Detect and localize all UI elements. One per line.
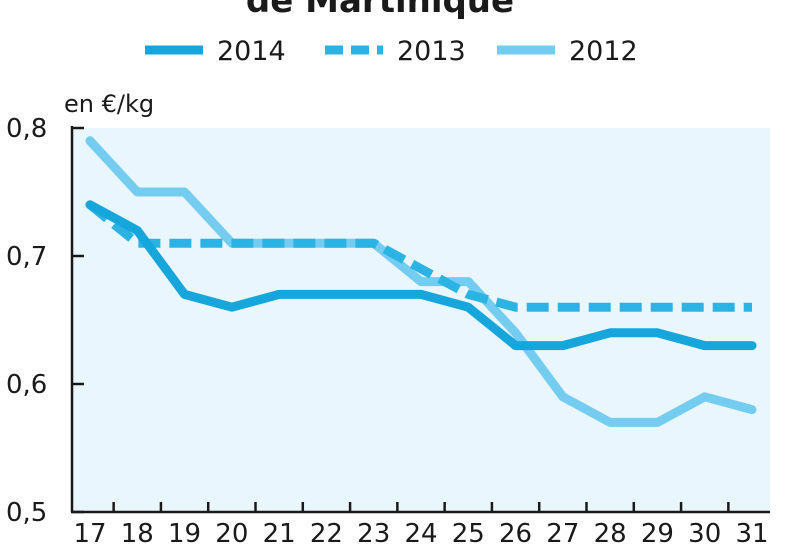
x-tick-label: 27 xyxy=(546,519,579,549)
plot-area xyxy=(72,128,770,512)
legend-label-2014: 2014 xyxy=(217,36,286,67)
x-tick-label: 19 xyxy=(168,519,201,549)
legend-label-2013: 2013 xyxy=(397,36,466,67)
y-tick-label: 0,5 xyxy=(6,498,47,528)
x-tick-label: 20 xyxy=(215,519,248,549)
series-line-2012 xyxy=(85,136,757,427)
x-tick-label: 22 xyxy=(310,519,343,549)
series-line-2014 xyxy=(85,200,757,351)
x-tick-label: 18 xyxy=(121,519,154,549)
y-tick-label: 0,7 xyxy=(6,242,47,272)
x-tick-label: 31 xyxy=(735,519,768,549)
chart-title: de Martinique xyxy=(246,0,514,21)
y-tick-label: 0,6 xyxy=(6,370,47,400)
x-tick-label: 30 xyxy=(688,519,721,549)
x-tick-label: 21 xyxy=(263,519,296,549)
y-tick-label: 0,8 xyxy=(6,114,47,144)
series-line-2013 xyxy=(87,201,752,312)
x-tick-label: 24 xyxy=(404,519,437,549)
y-axis-unit-label: en €/kg xyxy=(64,90,154,118)
legend-label-2012: 2012 xyxy=(569,36,638,67)
x-tick-label: 28 xyxy=(594,519,627,549)
x-tick-label: 23 xyxy=(357,519,390,549)
x-tick-label: 29 xyxy=(641,519,674,549)
x-tick-label: 17 xyxy=(73,519,106,549)
x-tick-label: 26 xyxy=(499,519,532,549)
x-tick-label: 25 xyxy=(452,519,485,549)
